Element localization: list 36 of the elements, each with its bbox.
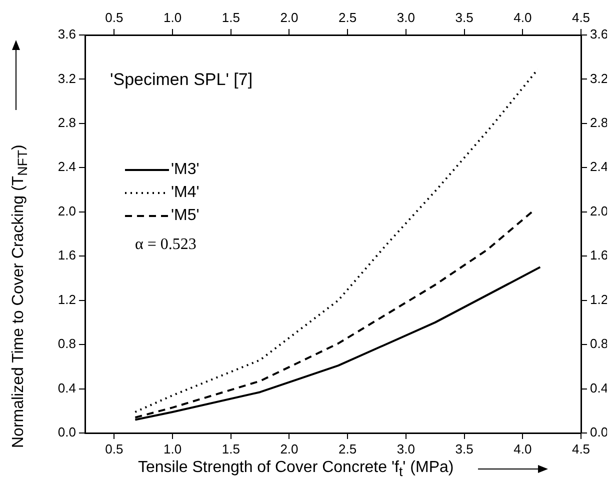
x2-tick-label: 3.0 [396,10,415,25]
y-tick-label: 3.2 [58,70,76,86]
x-tick-label: 4.5 [572,441,590,456]
y2-tick-label: 3.2 [590,70,608,86]
y-tick-label: 2.4 [58,159,76,174]
x-tick-label: 2.0 [280,441,298,456]
y-tick-label: 0.4 [58,380,76,396]
y-tick-label: 2.8 [58,115,76,130]
x-axis-title: Tensile Strength of Cover Concrete 'f$_{t}$' (MPa) [138,459,454,480]
x2-tick-label: 4.0 [514,10,532,25]
legend-label: 'M3' [171,160,200,180]
y2-tick-label: 1.2 [590,292,608,307]
x2-tick-label: 2.0 [280,10,298,25]
x-tick-label: 2.5 [338,441,357,456]
x-tick-label: 3.0 [396,441,415,456]
y-tick-label: 0.0 [58,424,76,440]
x-tick-label: 3.5 [455,441,474,456]
x2-tick-label: 2.5 [338,10,357,25]
x-tick-label: 0.5 [105,441,124,456]
x2-tick-label: 1.5 [222,10,240,25]
legend-label: 'M4' [171,183,200,203]
y-tick-label: 2.0 [58,203,76,218]
x2-tick-label: 0.5 [105,10,124,25]
y-tick-label: 1.6 [58,248,76,263]
x-tick-label: 1.0 [163,441,182,456]
x-tick-label: 4.0 [514,441,532,456]
annotation: 'Specimen SPL' [7] [110,70,253,89]
y-tick-label: 0.8 [58,336,76,352]
annotation: α = 0.523 [135,236,196,253]
y-tick-label: 1.2 [58,292,76,307]
x2-tick-label: 1.0 [163,10,182,25]
legend-label: 'M5' [171,206,200,226]
x2-tick-label: 4.5 [572,10,590,25]
x-tick-label: 1.5 [222,441,240,456]
x2-tick-label: 3.5 [455,10,474,25]
y-tick-label: 3.6 [58,26,76,42]
